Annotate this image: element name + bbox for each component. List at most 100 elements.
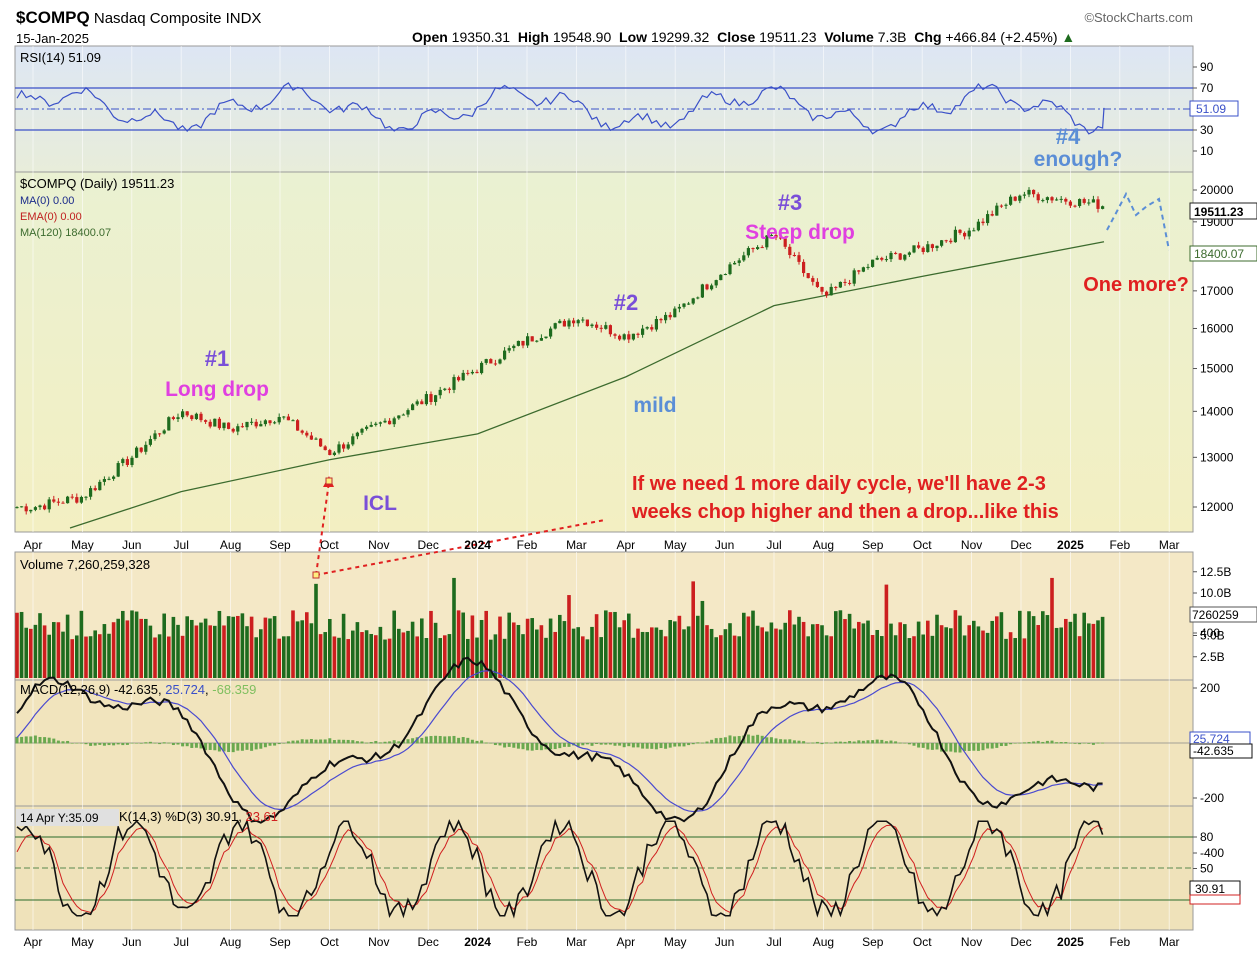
candle-body <box>217 418 221 429</box>
volume-bar <box>636 628 640 678</box>
candle-body <box>328 450 332 455</box>
y-tick-label: 12000 <box>1200 500 1234 514</box>
volume-bar <box>530 618 534 678</box>
cycle1-label: Long drop <box>165 378 269 401</box>
volume-bar <box>38 613 42 678</box>
price-last-box <box>1189 202 1257 220</box>
macd-hist-bar <box>217 743 221 752</box>
volume-bar <box>98 634 102 678</box>
x-axis-top: Apr May Jun Jul Aug Sep Oct Nov Dec 2024 Feb Mar Apr… <box>24 538 1180 552</box>
candle-body <box>89 488 93 497</box>
volume-bar <box>889 623 893 678</box>
x-tick-label: May <box>664 538 687 552</box>
rsi-last-value: 51.09 <box>1196 102 1226 116</box>
macd-hist-bar <box>355 741 359 744</box>
volume-bar <box>148 625 153 678</box>
candle-body <box>360 428 364 433</box>
macd-hist-bar <box>981 743 985 751</box>
macd-hist-bar <box>286 741 290 744</box>
candle-body <box>944 240 948 242</box>
candle-body <box>802 261 806 274</box>
candle-body <box>999 205 1003 207</box>
macd-last-value: -42.635 <box>1193 744 1234 758</box>
symbol-name: Nasdaq Composite INDX <box>93 10 262 27</box>
macd-hist-bar <box>475 740 479 744</box>
macd-hist-bar <box>861 740 865 744</box>
volume-bar <box>884 584 889 678</box>
stoch-legend: K(14,3) %D(3) 30.91, 23.61 <box>119 809 278 824</box>
macd-hist-bar <box>480 740 484 744</box>
volume-bar <box>935 614 939 678</box>
volume-bar <box>861 623 866 678</box>
volume-bar <box>728 623 732 678</box>
candle-body <box>1055 199 1059 201</box>
macd-hist-bar <box>825 742 829 744</box>
candle-body <box>687 303 691 305</box>
macd-hist-bar <box>167 742 171 744</box>
candle-body <box>411 404 415 411</box>
macd-hist-bar <box>314 739 318 744</box>
macd-hist-bar <box>815 741 819 744</box>
volume-bar <box>719 635 723 678</box>
macd-hist-bar <box>452 735 456 744</box>
x-tick-label: Aug <box>220 935 241 949</box>
macd-hist-bar <box>834 741 838 744</box>
macd-hist-bar <box>1064 742 1068 744</box>
x-tick-label: Apr <box>616 935 635 949</box>
candle-body <box>843 281 847 283</box>
cycle2-number: #2 <box>614 290 638 315</box>
x-tick-label: Sep <box>862 538 884 552</box>
macd-hist-bar <box>153 742 157 744</box>
volume-bar <box>507 612 511 678</box>
macd-hist-bar <box>222 743 226 752</box>
x-tick-label: Aug <box>220 538 241 552</box>
candle-body <box>319 438 323 447</box>
volume-bar <box>976 626 981 678</box>
macd-hist-bar <box>162 742 166 744</box>
candle-body <box>79 496 83 503</box>
candle-body <box>507 348 511 351</box>
volume-bar <box>1022 638 1027 678</box>
macd-hist-bar <box>268 743 272 746</box>
volume-bar <box>788 610 792 678</box>
volume-bar <box>732 635 737 678</box>
candle-body <box>595 324 599 328</box>
macd-hist-bar <box>963 743 967 751</box>
volume-bar <box>1091 623 1096 678</box>
candle-body <box>273 422 277 424</box>
close-value: 19511.23 <box>759 29 817 45</box>
volume-bar <box>479 619 484 678</box>
y-tick-label: 30 <box>1200 123 1214 137</box>
candle-body <box>181 411 185 418</box>
macd-hist-bar <box>263 743 267 748</box>
macd-last-box <box>1189 743 1253 759</box>
icl-label: ICL <box>363 492 397 515</box>
volume-bar <box>29 628 33 678</box>
volume-bar <box>847 613 852 678</box>
candle-body <box>861 267 865 272</box>
macd-hist-bar <box>503 743 507 748</box>
macd-hist-bar <box>687 743 691 746</box>
x-tick-label: Nov <box>961 538 982 552</box>
macd-hist-bar <box>213 743 217 751</box>
candle-body <box>33 507 37 510</box>
x-tick-label: 2025 <box>1057 935 1084 949</box>
macd-hist-bar <box>728 735 732 744</box>
candle-body <box>774 234 778 238</box>
volume-bar <box>1073 613 1077 678</box>
macd-hist-bar <box>604 743 608 745</box>
volume-bar <box>116 618 120 678</box>
macd-hist-bar <box>135 743 139 744</box>
macd-hist-bar <box>158 743 162 745</box>
candle-body <box>599 327 603 329</box>
volume-last-value: 7260259 <box>1192 608 1239 622</box>
y-tick-label: 5.0B <box>1200 629 1225 643</box>
macd-signal-line <box>16 670 1103 813</box>
volume-bar <box>443 635 447 678</box>
volume-bar <box>516 624 521 678</box>
macd-hist-bar <box>1041 741 1045 744</box>
candle-body <box>751 248 755 250</box>
x-tick-label: Nov <box>368 538 389 552</box>
volume-bar <box>829 636 833 678</box>
candle-body <box>682 303 686 307</box>
